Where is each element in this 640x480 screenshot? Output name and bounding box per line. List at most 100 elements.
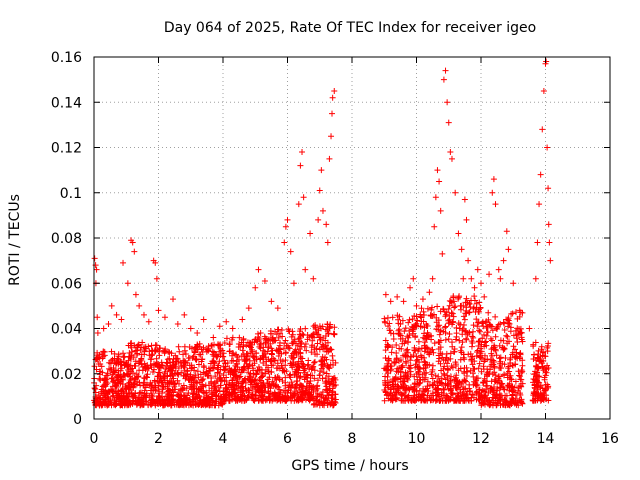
data-point: [193, 388, 200, 395]
data-point: [508, 387, 515, 394]
data-point: [400, 397, 407, 404]
data-point: [506, 368, 513, 375]
data-point: [238, 352, 245, 359]
data-point: [290, 280, 297, 287]
data-point: [518, 329, 525, 336]
data-point: [164, 356, 171, 363]
data-point: [275, 384, 282, 391]
data-point: [141, 344, 148, 351]
data-point: [498, 380, 505, 387]
data-point: [537, 382, 544, 389]
data-point: [175, 392, 182, 399]
data-point: [382, 355, 389, 362]
data-point: [432, 194, 439, 201]
data-point: [544, 144, 551, 151]
data-point: [141, 348, 148, 355]
data-point: [526, 325, 533, 332]
data-point: [216, 348, 223, 355]
y-tick-label: 0.12: [51, 141, 82, 157]
data-point: [193, 356, 200, 363]
data-point: [282, 349, 289, 356]
data-point: [383, 391, 390, 398]
data-point: [113, 311, 120, 318]
data-point: [467, 387, 474, 394]
data-point: [287, 360, 294, 367]
data-point: [142, 398, 149, 405]
data-point: [545, 383, 552, 390]
data-point: [511, 384, 518, 391]
data-point: [428, 306, 435, 313]
data-point: [314, 340, 321, 347]
data-point: [512, 378, 519, 385]
data-point: [120, 259, 127, 266]
data-point: [469, 339, 476, 346]
data-point: [309, 337, 316, 344]
data-point: [217, 376, 224, 383]
data-point: [182, 395, 189, 402]
data-point: [245, 305, 252, 312]
data-point: [484, 382, 491, 389]
data-point: [397, 321, 404, 328]
data-point: [436, 331, 443, 338]
data-point: [384, 343, 391, 350]
data-point: [432, 397, 439, 404]
data-point: [481, 339, 488, 346]
data-point: [140, 311, 147, 318]
data-point: [148, 392, 155, 399]
data-point: [450, 313, 457, 320]
data-point: [539, 348, 546, 355]
data-point: [503, 228, 510, 235]
data-point: [461, 370, 468, 377]
data-point: [469, 391, 476, 398]
data-point: [461, 376, 468, 383]
data-point: [276, 391, 283, 398]
data-point: [496, 342, 503, 349]
data-point: [102, 394, 109, 401]
data-point: [403, 347, 410, 354]
data-point: [315, 377, 322, 384]
data-point: [382, 291, 389, 298]
data-point: [497, 337, 504, 344]
data-point: [290, 338, 297, 345]
data-point: [210, 381, 217, 388]
data-point: [307, 392, 314, 399]
data-point: [311, 358, 318, 365]
data-point: [91, 255, 98, 262]
data-point: [474, 381, 481, 388]
data-point: [94, 330, 101, 337]
data-point: [253, 338, 260, 345]
data-point: [455, 393, 462, 400]
data-point: [238, 384, 245, 391]
data-point: [277, 339, 284, 346]
data-point: [424, 385, 431, 392]
data-point: [468, 343, 475, 350]
data-point: [507, 355, 514, 362]
data-point: [270, 380, 277, 387]
data-point: [384, 366, 391, 373]
data-point: [330, 362, 337, 369]
data-point: [536, 358, 543, 365]
data-point: [474, 323, 481, 330]
data-point: [400, 298, 407, 305]
data-point: [449, 310, 456, 317]
data-point: [530, 343, 537, 350]
data-point: [96, 354, 103, 361]
data-point: [290, 359, 297, 366]
data-point: [197, 397, 204, 404]
data-point: [172, 352, 179, 359]
data-point: [252, 376, 259, 383]
data-point: [168, 379, 175, 386]
data-point: [500, 257, 507, 264]
data-point: [319, 375, 326, 382]
data-point: [389, 381, 396, 388]
data-point: [395, 358, 402, 365]
data-point: [270, 338, 277, 345]
data-point: [275, 396, 282, 403]
data-point: [306, 382, 313, 389]
data-point: [441, 363, 448, 370]
data-point: [221, 366, 228, 373]
data-point: [478, 355, 485, 362]
data-point: [249, 362, 256, 369]
data-point: [127, 340, 134, 347]
data-point: [396, 326, 403, 333]
